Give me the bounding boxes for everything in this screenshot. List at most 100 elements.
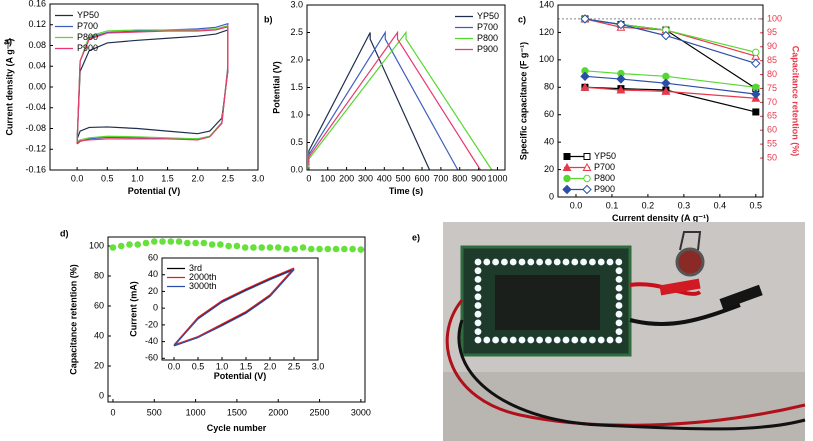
series-line (308, 32, 431, 171)
led (545, 258, 552, 266)
x-tick-label: 800 (452, 173, 467, 183)
x-tick-label: 1.5 (240, 361, 253, 371)
legend-label: P700 (77, 21, 98, 31)
data-point (225, 242, 232, 250)
y-tick-label: -60 (145, 353, 158, 363)
y2-tick-label: 75 (767, 83, 777, 93)
y-tick-label: 100 (89, 240, 104, 250)
data-point (250, 244, 257, 251)
legend-label: YP50 (477, 11, 499, 21)
series-line (76, 26, 229, 144)
y-tick-label: 0.00 (28, 81, 46, 91)
led (615, 293, 623, 301)
x-tick-label: 0.5 (192, 361, 205, 371)
led (589, 258, 596, 266)
x-tick-label: 2000 (268, 407, 288, 417)
y-tick-label: 100 (539, 54, 554, 64)
led (536, 336, 543, 344)
series-line (76, 25, 229, 143)
y2-tick-label: 60 (767, 125, 777, 135)
led (492, 336, 499, 344)
led (562, 336, 570, 344)
y2-tick-label: 70 (767, 97, 777, 107)
y2-tick-label: 80 (767, 69, 777, 79)
x-tick-label: 1.0 (131, 173, 144, 183)
x-tick-label: 0.3 (678, 200, 691, 210)
marker (616, 74, 626, 84)
x-tick-label: 0.0 (71, 173, 84, 183)
data-point (233, 242, 241, 250)
marker (580, 71, 590, 82)
capacitance-line (584, 75, 756, 95)
x-tick-label: 0.1 (606, 200, 619, 210)
series-line (173, 269, 295, 347)
x-tick-label: 2.0 (191, 173, 204, 183)
data-point (324, 245, 332, 253)
led (509, 258, 517, 266)
y-tick-label: 0.12 (28, 19, 46, 29)
y2-tick-label: 95 (767, 27, 777, 37)
capacitance-line (584, 70, 756, 88)
led (501, 336, 508, 344)
led (474, 284, 482, 292)
y-tick-label: -40 (145, 336, 158, 346)
x-tick-label: 0.5 (101, 173, 114, 183)
x-axis-label: Potential (V) (128, 186, 181, 196)
led (615, 310, 623, 318)
y-tick-label: 0.5 (290, 137, 303, 147)
marker (580, 82, 590, 91)
x-tick-label: 0.0 (570, 200, 583, 210)
plot-frame (107, 236, 366, 403)
legend-label: P900 (477, 44, 498, 54)
led (553, 336, 561, 344)
data-point (150, 238, 158, 245)
x-tick-label: 2500 (310, 407, 330, 417)
legend-label: 3rd (189, 263, 202, 273)
battery (675, 247, 705, 277)
data-point (307, 245, 315, 253)
x-tick-label: 1.0 (216, 361, 229, 371)
data-point (175, 238, 183, 245)
y-tick-label: 2.5 (290, 27, 303, 37)
legend-label: YP50 (594, 151, 616, 161)
data-point (142, 239, 150, 247)
led (615, 302, 623, 309)
board-center (495, 275, 600, 330)
x-tick-label: 2.5 (288, 361, 301, 371)
panel-label: d) (60, 228, 69, 238)
plot-frame (161, 257, 319, 361)
led (606, 336, 614, 344)
legend-label: 3000th (189, 281, 217, 291)
retention-line (584, 18, 756, 57)
led (597, 258, 605, 266)
data-point (283, 245, 290, 253)
led (474, 328, 482, 335)
led (571, 258, 579, 266)
led (615, 328, 623, 335)
y-tick-label: -0.16 (25, 164, 46, 174)
x-tick-label: 0 (110, 407, 115, 417)
led (474, 319, 482, 327)
data-point (200, 239, 208, 247)
y2-axis-label: Capacitance retention (%) (791, 46, 801, 157)
y-tick-label: -20 (145, 319, 158, 329)
capacitance-line (584, 86, 756, 99)
y-axis-label: Current (mA) (128, 281, 138, 337)
led (580, 258, 587, 266)
led (615, 276, 623, 283)
data-point (159, 238, 166, 245)
led (474, 258, 482, 266)
y-tick-label: 80 (544, 82, 554, 92)
marker (752, 108, 760, 116)
led (597, 336, 605, 344)
y-tick-label: 0 (99, 390, 104, 400)
x-tick-label: 1000 (487, 173, 507, 183)
led (474, 336, 482, 344)
led (615, 319, 623, 327)
series-line (76, 29, 229, 140)
led (474, 267, 482, 275)
y-tick-label: 40 (94, 330, 104, 340)
led (571, 336, 579, 344)
plot-frame (49, 3, 259, 171)
cable (457, 319, 806, 431)
